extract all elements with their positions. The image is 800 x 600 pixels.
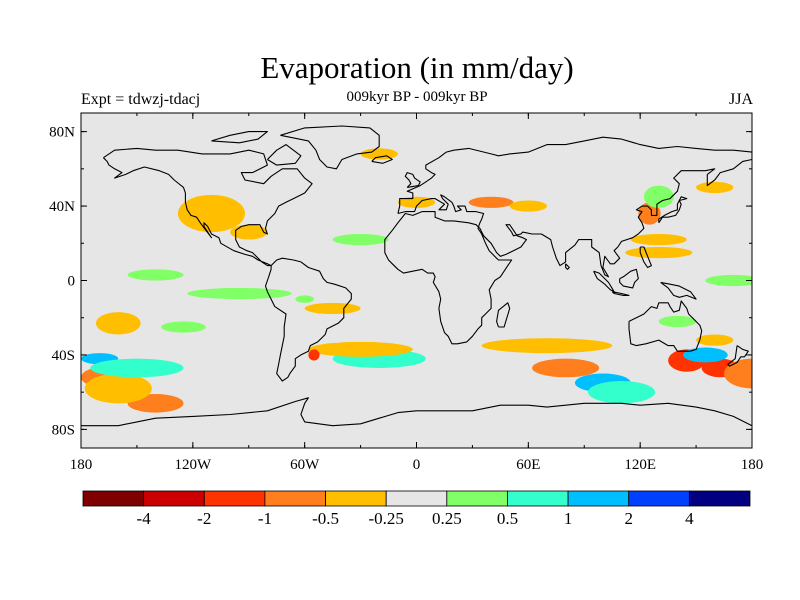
colorbar-box (325, 490, 387, 507)
anomaly-region (308, 341, 413, 357)
anomaly-region (587, 381, 656, 404)
borneo-coastline (619, 268, 639, 289)
anomaly-region (177, 194, 246, 233)
britain-coastline (404, 172, 421, 188)
lat-axis: 80N 40N 0 40S 80S (49, 125, 752, 438)
colorbar-label: -0.25 (368, 509, 403, 528)
anomaly-region (84, 373, 152, 404)
anomaly-region (304, 302, 361, 314)
anomaly-region (90, 358, 184, 378)
madagascar-coastline (496, 302, 511, 328)
colorbar-box (567, 490, 630, 507)
colorbar-label: -1 (258, 509, 272, 528)
anomaly-region (468, 196, 514, 208)
colorbar-label: 0.5 (497, 509, 518, 528)
colorbar-label: 2 (624, 509, 633, 528)
baffin-coastline (267, 144, 302, 166)
colorbar-box (143, 490, 205, 507)
colorbar-box (507, 490, 569, 507)
iceland-coastline (371, 155, 393, 164)
anomaly-region (95, 312, 141, 335)
anomaly-region (308, 349, 320, 361)
colorbar-label: -4 (137, 509, 152, 528)
lon-tick-label: 60E (516, 457, 540, 473)
colorbar-box (203, 490, 266, 507)
anomaly-region (532, 358, 600, 378)
antarctica-coastline (81, 397, 752, 427)
chart-subtitle: 009kyr BP - 009kyr BP (346, 89, 488, 105)
lon-tick-label: 180 (70, 457, 93, 473)
lat-tick-label: 80S (52, 422, 75, 438)
colorbar: -4 -2 -1 -0.5 -0.25 0.25 0.5 1 2 4 (82, 490, 751, 528)
colorbar-box (628, 490, 690, 507)
eurasia-africa-coastline (384, 136, 752, 345)
north-america-coastline (103, 147, 313, 267)
colorbar-box (385, 490, 448, 507)
lat-tick-label: 40S (52, 348, 75, 364)
map-area (80, 112, 753, 449)
anomaly-region (696, 334, 734, 346)
new-guinea-coastline (660, 281, 697, 300)
anomaly-region (161, 321, 206, 333)
anomaly-region (481, 338, 613, 354)
lon-tick-label: 120W (174, 457, 212, 473)
lat-tick-label: 40N (49, 199, 75, 215)
anomaly-region (509, 200, 547, 212)
anomaly-region (638, 202, 661, 225)
colorbar-label: 1 (564, 509, 573, 528)
arctic-islands-coastline (211, 131, 268, 144)
anomaly-region (332, 233, 389, 246)
lat-tick-label: 80N (49, 125, 75, 141)
colorbar-label: 0.25 (432, 509, 462, 528)
anomaly-region (360, 148, 398, 160)
anomaly-region (643, 185, 674, 208)
philippines-coastline (639, 246, 652, 269)
lon-tick-label: 180 (741, 457, 764, 473)
sri-lanka-coastline (565, 263, 570, 270)
lon-axis: 180 120W 60W 0 60E 120E 180 (70, 113, 764, 473)
season-label: JJA (728, 91, 753, 108)
anomaly-region (696, 181, 734, 194)
colorbar-box (688, 490, 751, 507)
anomaly-region (683, 347, 728, 363)
anomaly-region (705, 274, 752, 287)
java-coastline (611, 291, 630, 296)
south-america-coastline (264, 257, 352, 382)
experiment-label: Expt = tdwzj-tdacj (81, 91, 201, 108)
colorbar-box (264, 490, 326, 507)
colorbar-label: -2 (197, 509, 211, 528)
australia-coastline (628, 300, 703, 352)
anomaly-region (295, 295, 314, 303)
colorbar-label: 4 (685, 509, 694, 528)
anomaly-region (127, 269, 184, 281)
sumatra-coastline (593, 270, 615, 293)
colorbar-box (446, 490, 508, 507)
lat-tick-label: 0 (68, 274, 76, 290)
lon-tick-label: 120E (624, 457, 656, 473)
chart-title: Evaporation (in mm/day) (260, 50, 574, 85)
new-zealand-coastline (727, 345, 749, 367)
anomaly-region (187, 287, 292, 300)
colorbar-label: -0.5 (312, 509, 339, 528)
anomaly-region (724, 358, 752, 389)
coastlines (81, 125, 752, 427)
lon-tick-label: 60W (290, 457, 320, 473)
map-background (81, 113, 752, 448)
greenland-coastline (280, 125, 380, 170)
anomaly-region (625, 247, 693, 259)
anomaly-region (630, 233, 687, 246)
colorbar-box (82, 490, 145, 507)
lon-tick-label: 0 (413, 457, 421, 473)
anomaly-fills (81, 148, 752, 413)
anomaly-region (658, 315, 697, 328)
japan-coastline (658, 196, 688, 224)
